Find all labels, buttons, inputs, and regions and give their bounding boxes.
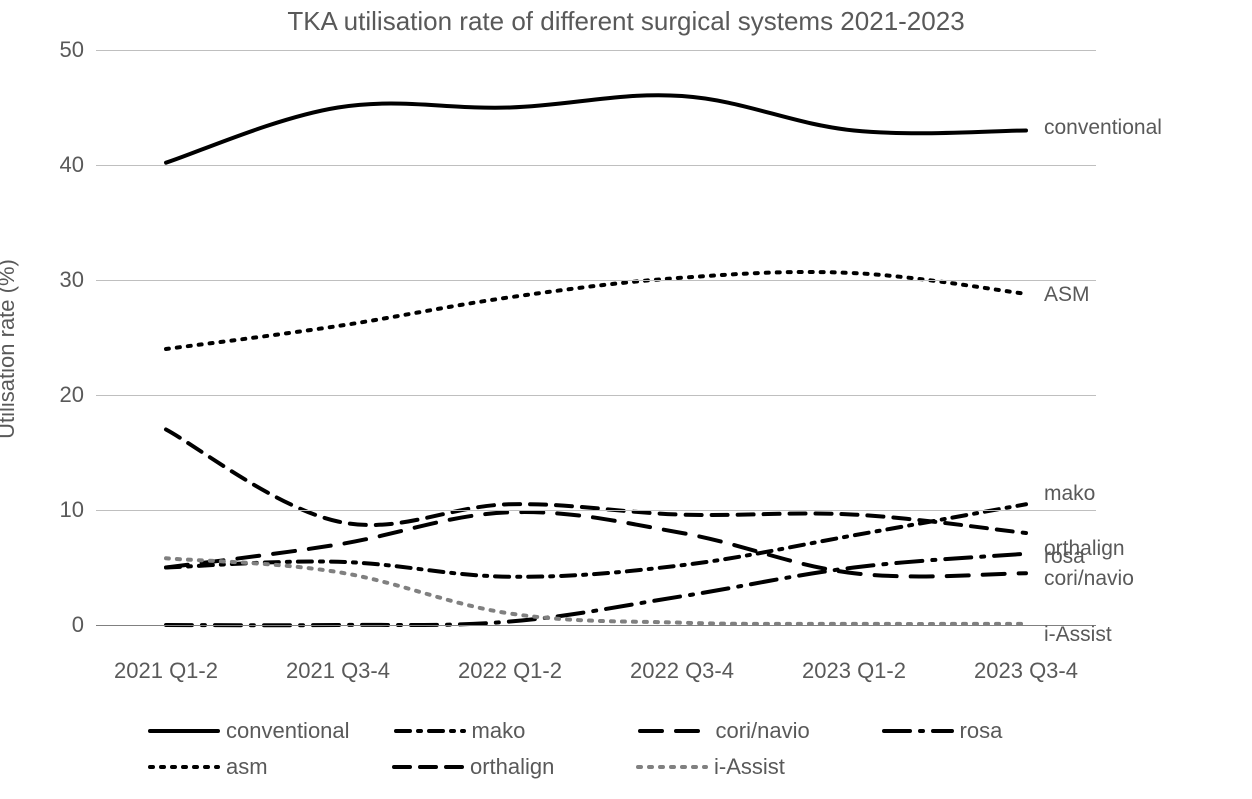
y-tick-label: 40 xyxy=(60,152,96,178)
legend-item-asm: asm xyxy=(148,754,348,780)
y-tick-label: 10 xyxy=(60,497,96,523)
legend-label: mako xyxy=(472,718,526,744)
series-i_assist xyxy=(166,558,1026,624)
y-tick-label: 0 xyxy=(72,612,96,638)
legend-swatch-i_assist xyxy=(636,757,708,777)
legend-row: asm orthalign i-Assist xyxy=(148,754,1082,780)
legend-item-conventional: conventional xyxy=(148,718,350,744)
legend-label: orthalign xyxy=(470,754,554,780)
legend-swatch-mako xyxy=(394,721,466,741)
legend-label: rosa xyxy=(960,718,1003,744)
chart-container: TKA utilisation rate of different surgic… xyxy=(0,0,1252,799)
series-rosa xyxy=(166,554,1026,626)
y-axis-label: Utilisation rate (%) xyxy=(0,259,20,439)
x-tick-label: 2022 Q1-2 xyxy=(458,648,562,684)
x-tick-label: 2023 Q3-4 xyxy=(974,648,1078,684)
legend-item-orthalign: orthalign xyxy=(392,754,592,780)
legend-item-rosa: rosa xyxy=(882,718,1082,744)
chart-title: TKA utilisation rate of different surgic… xyxy=(0,6,1252,37)
series-conventional xyxy=(166,95,1026,162)
y-tick-label: 50 xyxy=(60,37,96,63)
legend-item-i_assist: i-Assist xyxy=(636,754,836,780)
legend-row: conventional mako cori/navio rosa xyxy=(148,718,1082,744)
legend-swatch-orthalign xyxy=(392,757,464,777)
series-end-label-asm: ASM xyxy=(1044,283,1090,307)
legend-label: conventional xyxy=(226,718,350,744)
legend-swatch-rosa xyxy=(882,721,954,741)
legend-swatch-conventional xyxy=(148,721,220,741)
legend-item-mako: mako xyxy=(394,718,594,744)
x-tick-label: 2021 Q3-4 xyxy=(286,648,390,684)
gridline xyxy=(96,280,1096,281)
gridline xyxy=(96,165,1096,166)
series-cori_navio xyxy=(166,512,1026,576)
gridline xyxy=(96,510,1096,511)
legend-swatch-asm xyxy=(148,757,220,777)
series-mako xyxy=(166,504,1026,577)
y-tick-label: 30 xyxy=(60,267,96,293)
gridline xyxy=(96,625,1096,626)
series-end-label-i_assist: i-Assist xyxy=(1044,623,1112,647)
plot-area: 010203040502021 Q1-22021 Q3-42022 Q1-220… xyxy=(96,50,1096,648)
plot-svg xyxy=(96,50,1096,648)
legend-label: i-Assist xyxy=(714,754,785,780)
legend-label: cori/navio xyxy=(716,718,810,744)
legend-label: asm xyxy=(226,754,268,780)
y-tick-label: 20 xyxy=(60,382,96,408)
legend: conventional mako cori/navio rosa asm orthali… xyxy=(148,718,1082,780)
x-tick-label: 2023 Q1-2 xyxy=(802,648,906,684)
series-end-label-cori_navio: cori/navio xyxy=(1044,567,1134,591)
series-end-label-rosa: rosa xyxy=(1044,545,1085,569)
legend-item-cori_navio: cori/navio xyxy=(638,718,838,744)
series-end-label-conventional: conventional xyxy=(1044,116,1162,140)
x-tick-label: 2022 Q3-4 xyxy=(630,648,734,684)
series-end-label-mako: mako xyxy=(1044,482,1095,506)
legend-swatch-cori_navio xyxy=(638,721,710,741)
gridline xyxy=(96,395,1096,396)
x-tick-label: 2021 Q1-2 xyxy=(114,648,218,684)
series-asm xyxy=(166,272,1026,349)
gridline xyxy=(96,50,1096,51)
